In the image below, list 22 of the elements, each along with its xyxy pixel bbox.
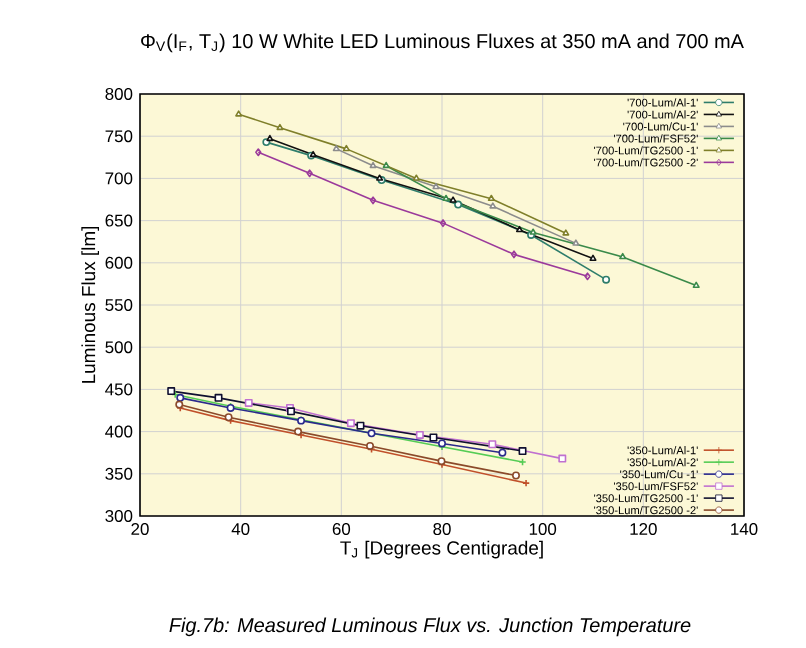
x-tick-label: 120 bbox=[630, 523, 657, 536]
chart-title: Φ$_{V}$(I$_{F}$, T$_{J}$) 10 W White LED Luminous Fluxes at 350 mA and 700 mA bbox=[141, 33, 744, 53]
x-tick-label: 100 bbox=[529, 523, 557, 536]
y-tick-label: 300 bbox=[105, 510, 133, 522]
y-tick-label: 350 bbox=[105, 467, 133, 480]
y-tick-label: 650 bbox=[105, 214, 133, 227]
y-tick-label: 400 bbox=[105, 425, 133, 438]
y-axis-title: Luminous Flux [lm] bbox=[81, 226, 99, 383]
y-tick-label: 450 bbox=[105, 383, 133, 396]
y-tick-label: 550 bbox=[105, 299, 133, 311]
caption: Fig.7b: Measured Luminous Flux vs. Junction Temperature bbox=[169, 617, 691, 637]
x-tick-label: 140 bbox=[731, 523, 758, 536]
x-tick-label: 40 bbox=[231, 523, 250, 536]
y-tick-label: 800 bbox=[105, 88, 133, 100]
x-tick-label: 80 bbox=[433, 523, 451, 536]
y-tick-label: 600 bbox=[105, 256, 133, 269]
x-tick-label: 60 bbox=[332, 523, 351, 536]
x-tick-label: 20 bbox=[131, 523, 149, 536]
y-tick-label: 700 bbox=[105, 172, 133, 185]
y-tick-label: 750 bbox=[105, 130, 133, 143]
x-axis-title: T$_{J}$ [Degrees Centigrade] bbox=[340, 540, 543, 559]
y-tick-label: 500 bbox=[105, 341, 133, 354]
